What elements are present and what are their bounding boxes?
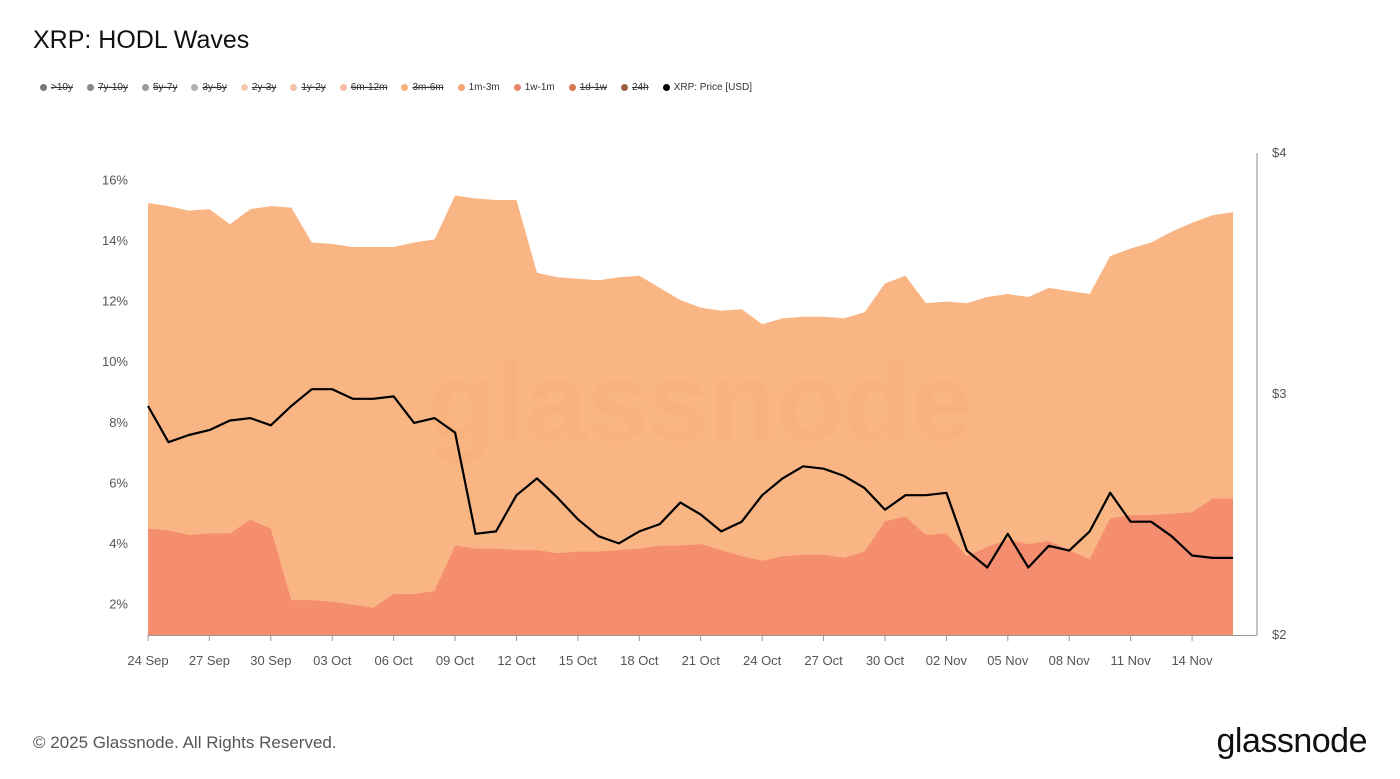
y-tick-label: 12% [102,294,128,309]
legend-dot-icon [662,84,670,91]
x-tick-label: 06 Oct [375,653,414,668]
line-series-group [147,388,1233,569]
area-1w-1m [148,498,1233,635]
legend-label: 1d-1w [579,82,607,93]
area-1m-3m [148,195,1233,635]
legend-label: 24h [632,82,649,93]
legend-dot-icon [513,84,521,91]
x-tick-label: 03 Oct [313,653,352,668]
area-series-group [148,195,1233,635]
x-tick-label: 15 Oct [559,653,598,668]
legend-item-9[interactable]: 1w-1m [513,82,555,93]
x-tick-label: 21 Oct [682,653,721,668]
legend-label: 3y-5y [202,82,227,93]
legend-dot-icon [621,84,628,91]
y-axis-left: 2% 4% 6% 8% 10% 12% 14% 16% [102,172,128,611]
legend-item-2[interactable]: 5y-7y [141,82,178,93]
y-tick-label: 16% [102,172,128,187]
price-line [147,388,1233,569]
y2-tick-label: $2 [1272,627,1286,642]
x-tick-label: 14 Nov [1171,653,1213,668]
legend-dot-icon [457,84,465,91]
legend-dot-icon [339,84,347,91]
x-tick-label: 02 Nov [926,653,968,668]
legend-label: 6m-12m [350,82,388,93]
x-tick-label: 11 Nov [1111,653,1152,668]
legend-dot-icon [141,84,149,91]
y-tick-label: 14% [102,233,128,248]
x-tick-label: 24 Sep [127,653,168,668]
x-tick-label: 30 Sep [250,653,291,668]
legend: >10y 7y-10y 5y-7y 3y-5y 2y-3y 1y-2y 6m-12m 3m-6… [40,82,752,93]
legend-item-11[interactable]: 24h [621,82,649,93]
legend-label: 3m-6m [412,82,444,93]
legend-label: 7y-10y [97,82,128,93]
legend-dot-icon [86,84,94,91]
legend-item-7[interactable]: 3m-6m [401,82,444,93]
y-axis-right: $2 $3 $4 [1256,145,1286,642]
legend-dot-icon [40,84,47,91]
x-tick-label: 09 Oct [436,653,475,668]
y-tick-label: 6% [109,475,128,490]
x-tick-label: 05 Nov [987,653,1029,668]
legend-item-0[interactable]: >10y [40,82,73,93]
legend-item-8[interactable]: 1m-3m [457,82,500,93]
x-tick-label: 08 Nov [1049,653,1091,668]
legend-label: 1w-1m [524,82,555,93]
legend-item-5[interactable]: 1y-2y [290,82,326,93]
x-tick-label: 24 Oct [743,653,782,668]
x-tick-label: 27 Oct [804,653,843,668]
y-tick-label: 2% [109,597,128,612]
chart-title: XRP: HODL Waves [33,26,250,54]
legend-dot-icon [191,84,199,91]
legend-dot-icon [240,84,248,91]
y-tick-label: 8% [109,415,128,430]
legend-label: 1y-2y [301,82,326,93]
legend-label: 1m-3m [468,82,500,93]
y2-tick-label: $3 [1272,386,1286,401]
legend-item-1[interactable]: 7y-10y [86,82,128,93]
legend-label: >10y [51,82,73,93]
legend-item-12[interactable]: XRP: Price [USD] [662,82,753,93]
x-tick-label: 30 Oct [866,653,905,668]
legend-item-4[interactable]: 2y-3y [240,82,277,93]
brand-logo[interactable]: glassnode [1216,722,1367,760]
y-tick-label: 10% [102,354,128,369]
legend-item-3[interactable]: 3y-5y [191,82,227,93]
x-tick-label: 18 Oct [620,653,659,668]
legend-label: 2y-3y [251,82,277,93]
legend-item-6[interactable]: 6m-12m [339,82,388,93]
x-tick-label: 12 Oct [497,653,536,668]
x-tick-label: 27 Sep [189,653,230,668]
y2-tick-label: $4 [1272,145,1286,160]
x-axis: 24 Sep 27 Sep 30 Sep 03 Oct 06 Oct 09 Oct 12 O… [127,635,1257,668]
legend-dot-icon [401,84,409,91]
copyright-footer: © 2025 Glassnode. All Rights Reserved. [33,733,337,752]
legend-dot-icon [290,84,298,91]
y-tick-label: 4% [109,536,128,551]
legend-label: 5y-7y [152,82,178,93]
legend-label: XRP: Price [USD] [673,82,753,93]
legend-item-10[interactable]: 1d-1w [568,82,607,93]
legend-dot-icon [568,84,576,91]
